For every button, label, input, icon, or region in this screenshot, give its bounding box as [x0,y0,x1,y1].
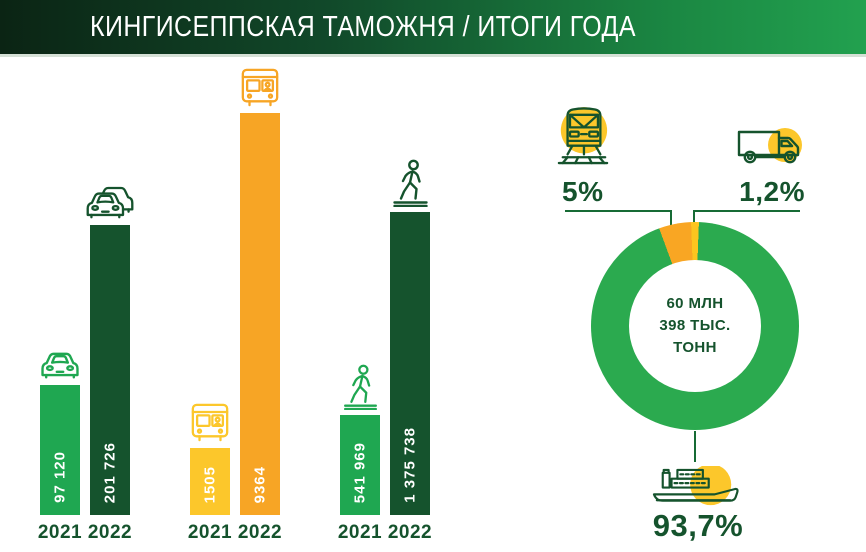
bus-icon [239,67,281,108]
page-title: КИНГИСЕППСКАЯ ТАМОЖНЯ / ИТОГИ ГОДА [90,10,636,43]
leader-line-truck-h [693,210,800,212]
donut-center-line3: ТОНН [673,338,717,356]
bar-value-label: 541 969 [351,441,369,503]
bar-pedestrians-2022: 1 375 738 [390,212,430,515]
truck-icon [737,128,803,166]
leader-line-ship-v [694,431,696,462]
bar-value-label: 1505 [201,465,219,503]
donut-center-line2: 398 ТЫС. [659,317,731,335]
train-share-label: 5% [562,176,604,207]
bar-value-label: 9364 [251,465,269,503]
train-icon [556,101,610,173]
bar-cars-2022: 201 726 [90,225,130,515]
bar-value-label: 1 375 738 [401,427,419,503]
car-icon [37,348,83,380]
two-cars-icon [84,182,136,220]
year-label: 2022 [237,522,283,543]
leader-line-train-h [565,210,672,212]
donut-hole: 60 МЛН 398 ТЫС. ТОНН [629,260,761,392]
pedestrian-icon [392,159,429,207]
header-divider [0,54,866,57]
bar-value-label: 97 120 [51,451,69,503]
bar-group-buses-2021: 1505 2021 [188,402,232,543]
bar-buses-2021: 1505 [190,448,230,515]
bar-group-cars-2022: 201 726 2022 [86,182,134,543]
year-label: 2021 [337,522,383,543]
bar-group-cars-2021: 97 120 2021 [37,348,83,543]
bus-icon [189,402,231,443]
leader-line-train-v [670,210,672,234]
header-bar: КИНГИСЕППСКАЯ ТАМОЖНЯ / ИТОГИ ГОДА [0,0,866,54]
bar-group-pedestrians-2021: 541 969 2021 [338,364,382,543]
donut-center-label: 60 МЛН 398 ТЫС. ТОНН [659,293,730,358]
donut-center-line1: 60 МЛН [666,295,724,313]
bar-cars-2021: 97 120 [40,385,80,515]
year-label: 2022 [387,522,433,543]
pedestrian-icon [343,364,378,410]
ship-icon [650,466,742,511]
bar-buses-2022: 9364 [240,113,280,515]
year-label: 2022 [87,522,133,543]
bar-group-pedestrians-2022: 1 375 738 2022 [388,159,432,543]
ship-share-label: 93,7% [652,508,744,543]
year-label: 2021 [187,522,233,543]
year-label: 2021 [37,522,83,543]
truck-share-label: 1,2% [739,176,805,207]
bar-group-buses-2022: 9364 2022 [238,67,282,543]
donut-ring: 60 МЛН 398 ТЫС. ТОНН [591,222,799,430]
bar-pedestrians-2021: 541 969 [340,415,380,515]
bar-value-label: 201 726 [101,441,119,503]
